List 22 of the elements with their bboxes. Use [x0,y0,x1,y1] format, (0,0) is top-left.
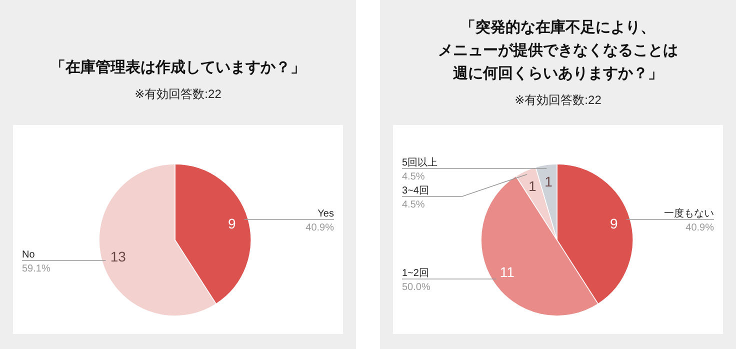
slice-label: 1~2回 [402,268,429,280]
slice-label: 5回以上 [402,156,438,169]
data-label: 1 [528,178,536,194]
chart-subtitle: ※有効回答数:22 [514,93,602,107]
chart-subtitle: ※有効回答数:22 [134,87,222,101]
text: 4.5% [402,172,425,183]
data-label: 11 [500,264,515,280]
text: 40.9% [306,222,334,234]
chart-title: 「突発的な在庫不足により、メニューが提供できなくなることは週に何回くらいありますか？」 [438,18,678,82]
slice-label: 一度もない [664,208,714,220]
data-label: 9 [610,215,618,232]
text: 4.5% [402,200,425,211]
data-label: 1 [544,173,553,190]
text: 50.0% [402,282,430,294]
text: 40.9% [686,222,714,234]
text: 59.1% [22,263,50,274]
data-label: 13 [110,248,126,265]
slice-label: Yes [318,208,334,220]
chart-title: 「在庫管理表は作成していますか？」 [50,58,306,76]
slice-label: No [22,249,36,260]
data-label: 9 [228,215,236,232]
slice-label: 3~4回 [402,186,429,197]
